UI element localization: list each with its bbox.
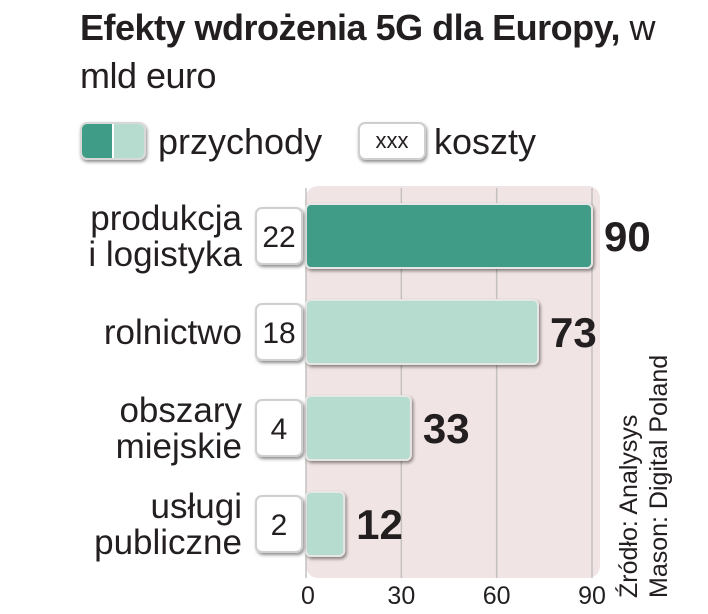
title-unit: w mld euro bbox=[80, 7, 655, 96]
cost-box bbox=[255, 303, 303, 361]
cost-box bbox=[255, 207, 303, 265]
source-line-2: Mason: Digital Poland bbox=[645, 354, 673, 598]
x-tick-label: 60 bbox=[483, 582, 511, 610]
chart-title: Efekty wdrożenia 5G dla Europy, w mld eu… bbox=[80, 4, 708, 100]
bar-revenue bbox=[305, 203, 593, 269]
title-bold: Efekty wdrożenia 5G dla Europy, bbox=[80, 7, 620, 48]
cost-value-label: 18 bbox=[262, 317, 295, 350]
cost-value-label: 22 bbox=[262, 221, 295, 254]
bar-value-label: 33 bbox=[423, 405, 470, 452]
category-label: usługi publiczne bbox=[94, 487, 242, 562]
cost-box bbox=[255, 495, 303, 553]
x-tick-label: 90 bbox=[578, 582, 606, 610]
category-label: produkcja i logistyka bbox=[88, 199, 242, 274]
category-label: rolnictwo bbox=[104, 313, 242, 352]
bar-value-label: 90 bbox=[604, 213, 651, 260]
plot-background bbox=[306, 186, 600, 578]
legend-revenue-label: przychody bbox=[158, 121, 323, 162]
bar-value-label: 12 bbox=[356, 501, 403, 548]
legend-cost-label: koszty bbox=[434, 121, 537, 162]
category-label: obszary miejskie bbox=[116, 391, 243, 466]
source-line-1: Źródło: Analysys bbox=[615, 414, 643, 598]
cost-box bbox=[255, 399, 303, 457]
bar-revenue bbox=[305, 491, 346, 557]
bar-value-label: 73 bbox=[550, 309, 597, 356]
source-note: Źródło: Analysys Mason: Digital Poland bbox=[614, 355, 674, 598]
x-tick-label: 0 bbox=[301, 582, 315, 610]
bar-revenue bbox=[305, 299, 539, 365]
legend-cost-box: xxx bbox=[358, 122, 426, 160]
cost-value-label: 4 bbox=[271, 413, 288, 446]
bar-revenue bbox=[305, 395, 412, 461]
x-tick-label: 30 bbox=[387, 582, 415, 610]
cost-value-label: 2 bbox=[271, 509, 288, 542]
legend-revenue-swatch bbox=[80, 122, 146, 160]
